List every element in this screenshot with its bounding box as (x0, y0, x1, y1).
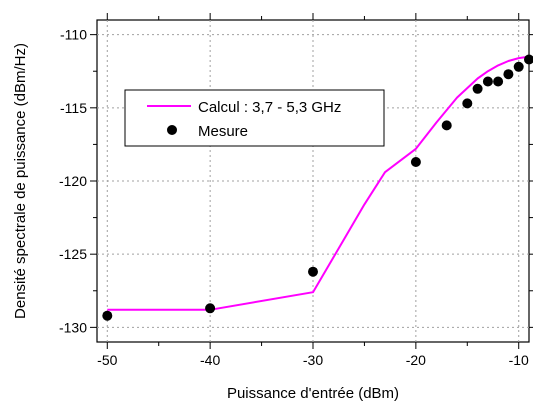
y-tick-label: -115 (60, 100, 87, 116)
data-point-mesure (308, 266, 318, 277)
series-line-calcul (107, 55, 530, 311)
x-tick-label: -10 (509, 352, 529, 368)
x-tick-label: -40 (200, 352, 220, 368)
data-point-mesure (482, 76, 493, 87)
x-tick-label: -20 (406, 352, 426, 368)
x-tick-label: -50 (97, 352, 117, 368)
legend-marker-mesure (167, 125, 177, 135)
data-point-mesure (513, 61, 524, 72)
grid (97, 20, 529, 342)
legend: Calcul : 3,7 - 5,3 GHz Mesure (124, 89, 385, 147)
x-axis-title: Puissance d'entrée (dBm) (227, 385, 399, 402)
data-point-mesure (493, 76, 504, 87)
axes: -50 -40 -30 -20 -10 -130 -125 -120 -115 -110 (59, 13, 533, 368)
series (102, 54, 533, 321)
y-tick-label: -125 (59, 246, 87, 262)
data-point-mesure (441, 120, 452, 131)
y-tick-label: -110 (60, 27, 87, 43)
y-tick-label: -130 (59, 319, 87, 335)
legend-box (124, 89, 385, 147)
data-point-mesure (102, 310, 113, 321)
data-point-mesure (503, 69, 514, 80)
y-tick-label: -120 (59, 173, 87, 189)
y-axis-title: Densité spectrale de puissance (dBm/Hz) (12, 43, 29, 319)
data-point-mesure (410, 157, 421, 167)
legend-label-mesure: Mesure (198, 123, 248, 140)
data-point-mesure (472, 83, 483, 94)
data-point-mesure (524, 54, 533, 65)
legend-label-calcul: Calcul : 3,7 - 5,3 GHz (198, 99, 341, 116)
data-point-mesure (462, 98, 473, 109)
x-tick-label: -30 (303, 352, 323, 368)
data-point-mesure (205, 303, 216, 314)
